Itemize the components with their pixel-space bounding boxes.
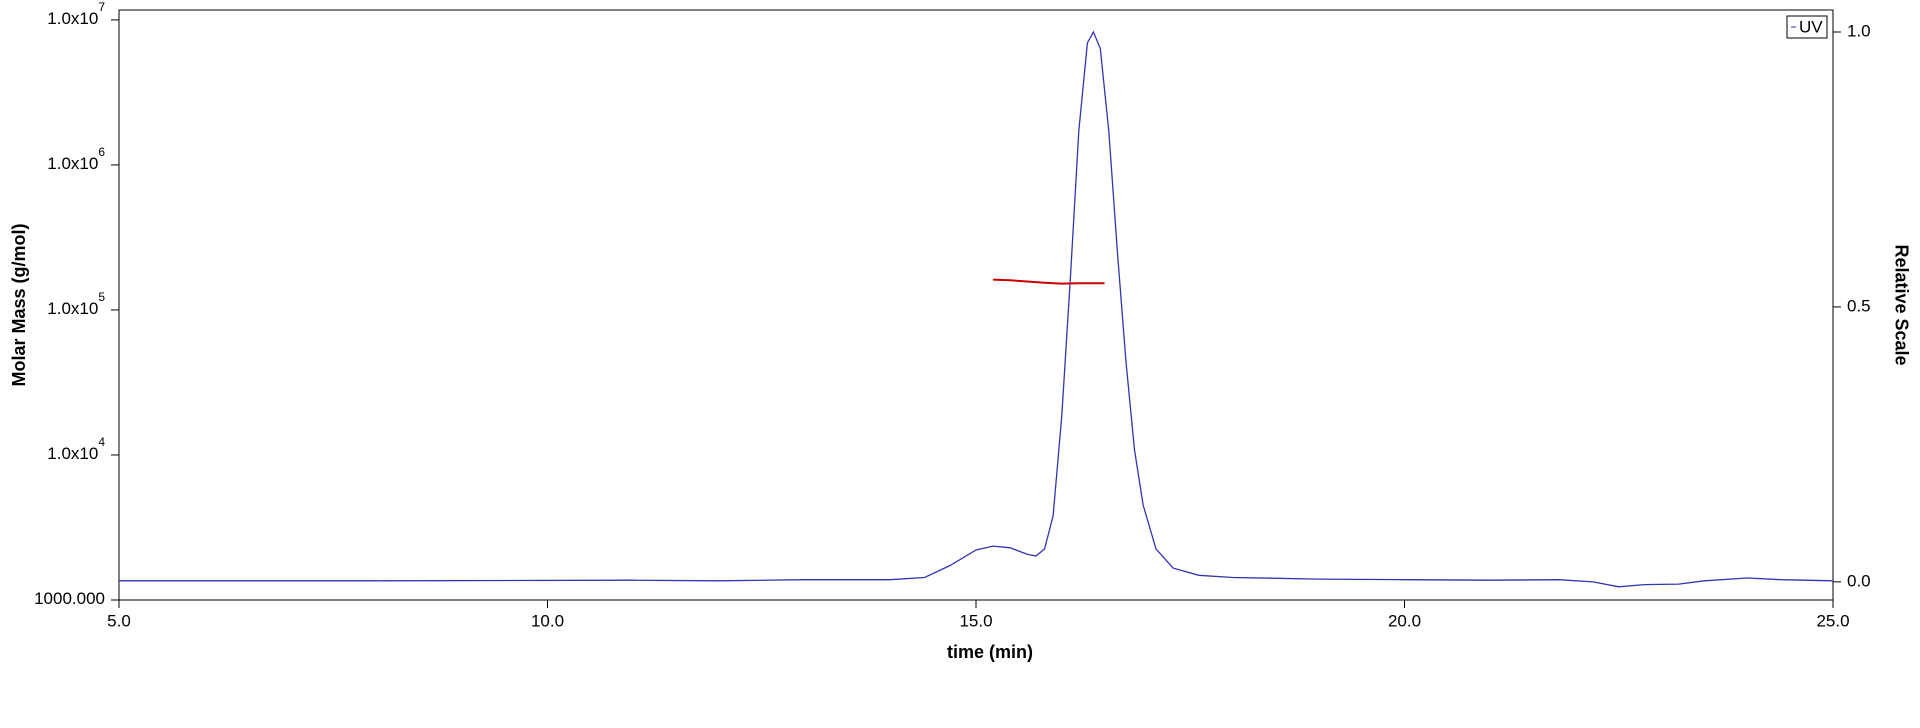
y-tick-text: 1.0x10 (47, 9, 98, 28)
series-line (993, 278, 1105, 285)
x-tick-label: 5.0 (107, 611, 131, 630)
y2-tick-label: 0.5 (1847, 296, 1871, 315)
y-tick-label: 1.0x106 (47, 145, 105, 173)
x-tick-label: 15.0 (959, 611, 992, 630)
y-axis-title: Molar Mass (g/mol) (9, 223, 29, 386)
series-line (119, 30, 1834, 588)
y-tick-text: 1.0x10 (47, 444, 98, 463)
x-tick-label: 20.0 (1388, 611, 1421, 630)
x-tick-label: 25.0 (1816, 611, 1849, 630)
y2-axis-title: Relative Scale (1891, 244, 1911, 365)
y-tick-exponent: 6 (98, 145, 105, 159)
y-tick-text: 1000.000 (34, 589, 105, 608)
y-tick-text: 1.0x10 (47, 154, 98, 173)
x-axis-title: time (min) (947, 642, 1033, 662)
y2-tick-label: 1.0 (1847, 21, 1871, 40)
y-tick-exponent: 4 (98, 435, 105, 449)
legend: UV (1786, 15, 1828, 39)
y-tick-label: 1.0x104 (47, 435, 105, 463)
y-tick-text: 1.0x10 (47, 299, 98, 318)
y-tick-label: 1000.000 (34, 589, 105, 608)
y-tick-exponent: 5 (98, 290, 105, 304)
y-tick-exponent: 7 (98, 0, 105, 14)
plot-frame (118, 9, 1834, 601)
y2-tick-label: 0.0 (1847, 571, 1871, 590)
legend-label: UV (1799, 17, 1823, 36)
x-tick-label: 10.0 (531, 611, 564, 630)
y-tick-label: 1.0x105 (47, 290, 105, 318)
y-tick-label: 1.0x107 (47, 0, 105, 28)
legend-box (1786, 15, 1828, 39)
